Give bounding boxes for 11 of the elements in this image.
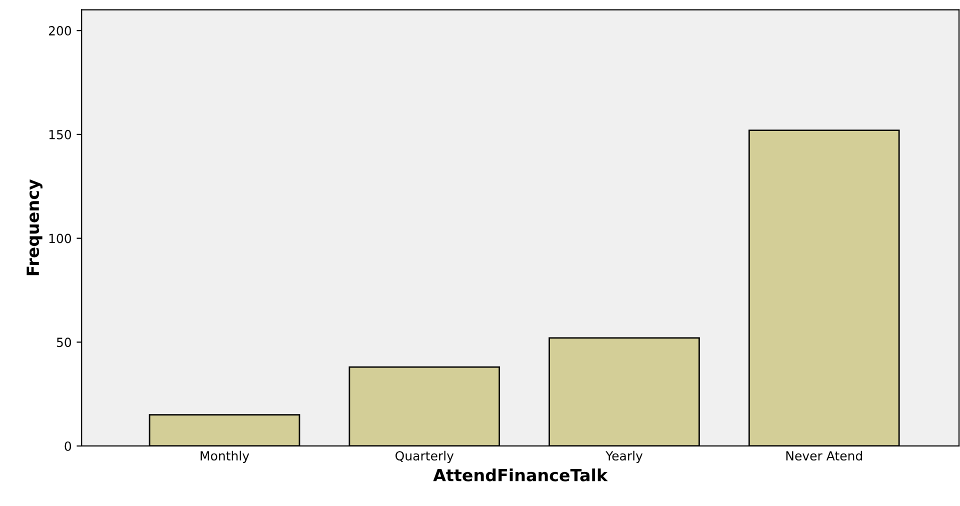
- x-tick-label: Quarterly: [396, 450, 454, 463]
- y-axis-title: Frequency: [26, 179, 42, 276]
- y-tick-label: 100: [49, 234, 72, 244]
- x-axis-title: AttendFinanceTalk: [433, 468, 608, 482]
- y-tick-label: 200: [48, 26, 72, 36]
- x-tick-label: Never Atend: [786, 450, 862, 461]
- y-tick-label: 50: [56, 338, 72, 348]
- y-tick-label: 0: [64, 441, 72, 451]
- y-tick-label: 150: [49, 130, 72, 140]
- x-tick-label: Yearly: [606, 450, 643, 463]
- x-tick-label: Monthly: [200, 450, 250, 463]
